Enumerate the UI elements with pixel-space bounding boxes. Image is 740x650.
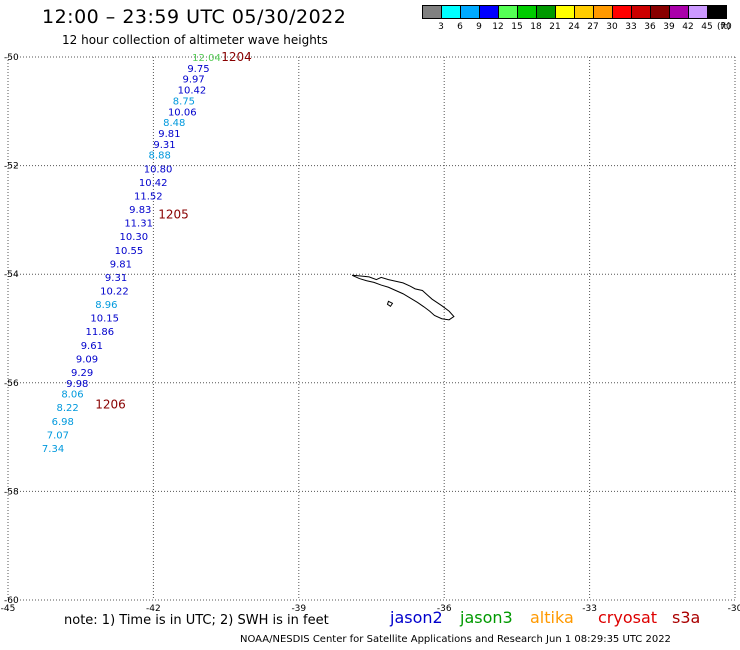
scale-label: 39 xyxy=(663,22,675,32)
wave-height-label: 9.81 xyxy=(110,259,132,270)
wave-height-label: 10.55 xyxy=(115,246,144,257)
wave-height-label: 10.22 xyxy=(100,286,129,297)
lat-tick-label: -52 xyxy=(4,162,19,172)
wave-height-label: 11.52 xyxy=(134,191,163,202)
scale-swatch xyxy=(707,5,727,19)
wave-height-label: 9.29 xyxy=(71,368,93,379)
wave-height-label: 8.88 xyxy=(149,151,171,162)
wave-height-label: 9.31 xyxy=(105,273,127,284)
footer-note: note: 1) Time is in UTC; 2) SWH is in fe… xyxy=(64,613,329,628)
scale-label: 70 xyxy=(720,22,732,32)
wave-height-label: 9.98 xyxy=(66,379,88,390)
lat-tick-label: -54 xyxy=(4,270,19,280)
wave-height-label: 10.42 xyxy=(178,86,207,97)
scale-label: 24 xyxy=(568,22,580,32)
lon-tick-label: -45 xyxy=(1,604,16,614)
wave-height-label: 8.75 xyxy=(173,96,195,107)
wave-height-label: 9.83 xyxy=(129,205,151,216)
wave-height-label: 8.06 xyxy=(61,390,83,401)
lat-tick-label: -58 xyxy=(4,487,19,497)
lat-tick-label: -56 xyxy=(4,379,19,389)
wave-height-label: 6.98 xyxy=(52,417,74,428)
scale-label: 27 xyxy=(587,22,599,32)
wave-height-label: 11.86 xyxy=(86,327,115,338)
scale-label: 12 xyxy=(492,22,504,32)
wave-height-label: 10.06 xyxy=(168,107,197,118)
lon-tick-label: -39 xyxy=(291,604,306,614)
wave-height-label: 10.42 xyxy=(139,178,168,189)
mission-jason3: jason3 xyxy=(460,608,513,627)
scale-label: 18 xyxy=(530,22,542,32)
wave-height-label: 11.31 xyxy=(124,219,153,230)
mission-cryosat: cryosat xyxy=(598,608,658,627)
scale-label: 42 xyxy=(682,22,694,32)
scale-label: 3 xyxy=(438,22,444,32)
credit-line: NOAA/NESDIS Center for Satellite Applica… xyxy=(240,634,671,645)
scale-label: 33 xyxy=(625,22,637,32)
page-subtitle: 12 hour collection of altimeter wave hei… xyxy=(62,33,328,47)
lon-tick-label: -33 xyxy=(582,604,597,614)
lon-tick-label: -36 xyxy=(437,604,452,614)
wave-height-label: 10.30 xyxy=(119,232,148,243)
wave-height-label: 8.48 xyxy=(163,118,185,129)
wave-height-label: 8.22 xyxy=(56,403,78,414)
wave-height-label: 8.96 xyxy=(95,300,117,311)
scale-unit: (ft) xyxy=(717,22,731,32)
wave-height-label: 10.80 xyxy=(144,164,173,175)
wave-height-label: 9.97 xyxy=(182,75,204,86)
south-georgia-coastline xyxy=(351,274,455,321)
scale-label: 15 xyxy=(511,22,523,32)
wave-height-label: 9.31 xyxy=(153,140,175,151)
wave-height-label: 9.75 xyxy=(187,64,209,75)
wave-height-label: 9.09 xyxy=(76,354,98,365)
time-label: 1206 xyxy=(95,398,126,412)
time-label: 1204 xyxy=(221,50,252,64)
lon-tick-label: -42 xyxy=(146,604,161,614)
time-label: 1205 xyxy=(158,207,189,221)
lat-tick-label: -60 xyxy=(4,596,19,606)
scale-label: 36 xyxy=(644,22,656,32)
wave-height-label: 10.15 xyxy=(90,314,119,325)
scale-label: 6 xyxy=(457,22,463,32)
lat-tick-label: -50 xyxy=(4,53,19,63)
scale-label: 21 xyxy=(549,22,561,32)
wave-height-label: 7.07 xyxy=(47,430,69,441)
wave-height-label: 9.81 xyxy=(158,129,180,140)
mission-altika: altika xyxy=(530,608,574,627)
wave-height-label: 9.61 xyxy=(81,341,103,352)
islet-outline xyxy=(386,300,394,308)
mission-jason2: jason2 xyxy=(390,608,443,627)
lon-tick-label: -30 xyxy=(728,604,740,614)
mission-s3a: s3a xyxy=(672,608,701,627)
wave-height-label: 7.34 xyxy=(42,444,64,455)
page-title: 12:00 – 23:59 UTC 05/30/2022 xyxy=(42,6,347,28)
wave-height-label: 12.04 xyxy=(192,53,221,64)
scale-label: 9 xyxy=(476,22,482,32)
scale-label: 30 xyxy=(606,22,618,32)
scale-label: 45 xyxy=(701,22,713,32)
